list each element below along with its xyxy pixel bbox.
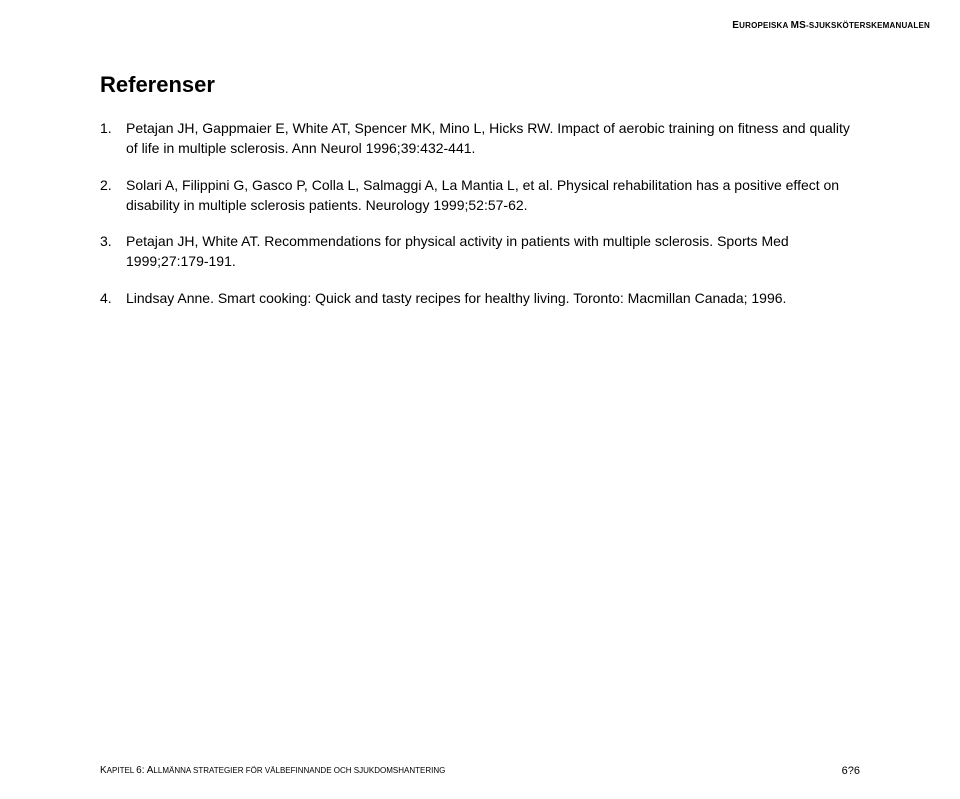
header-p2: MS bbox=[791, 20, 806, 31]
document-page: EUROPEISKA MS-SJUKSKÖTERSKEMANUALEN Refe… bbox=[0, 0, 960, 799]
reference-item: 1. Petajan JH, Gappmaier E, White AT, Sp… bbox=[100, 118, 860, 159]
references-title: Referenser bbox=[100, 72, 860, 98]
reference-item: 3. Petajan JH, White AT. Recommendations… bbox=[100, 231, 860, 272]
references-list: 1. Petajan JH, Gappmaier E, White AT, Sp… bbox=[100, 118, 860, 308]
footer-p0: K bbox=[100, 765, 107, 776]
reference-text: Solari A, Filippini G, Gasco P, Colla L,… bbox=[126, 175, 860, 216]
reference-number: 4. bbox=[100, 288, 126, 308]
reference-text: Lindsay Anne. Smart cooking: Quick and t… bbox=[126, 288, 860, 308]
footer-p2: 6: A bbox=[136, 765, 153, 776]
reference-item: 4. Lindsay Anne. Smart cooking: Quick an… bbox=[100, 288, 860, 308]
page-footer: KAPITEL 6: ALLMÄNNA STRATEGIER FÖR VÄLBE… bbox=[100, 765, 860, 777]
reference-item: 2. Solari A, Filippini G, Gasco P, Colla… bbox=[100, 175, 860, 216]
footer-chapter: KAPITEL 6: ALLMÄNNA STRATEGIER FÖR VÄLBE… bbox=[100, 765, 445, 777]
footer-p3: LLMÄNNA STRATEGIER FÖR VÄLBEFINNANDE OCH… bbox=[153, 766, 445, 775]
footer-p1: APITEL bbox=[107, 766, 137, 775]
header-p1: UROPEISKA bbox=[739, 21, 791, 30]
header-p3: -SJUKSKÖTERSKEMANUALEN bbox=[806, 21, 930, 30]
reference-text: Petajan JH, Gappmaier E, White AT, Spenc… bbox=[126, 118, 860, 159]
page-number: 6?6 bbox=[842, 765, 860, 777]
reference-number: 3. bbox=[100, 231, 126, 272]
reference-number: 2. bbox=[100, 175, 126, 216]
reference-text: Petajan JH, White AT. Recommendations fo… bbox=[126, 231, 860, 272]
running-header: EUROPEISKA MS-SJUKSKÖTERSKEMANUALEN bbox=[732, 20, 930, 31]
reference-number: 1. bbox=[100, 118, 126, 159]
